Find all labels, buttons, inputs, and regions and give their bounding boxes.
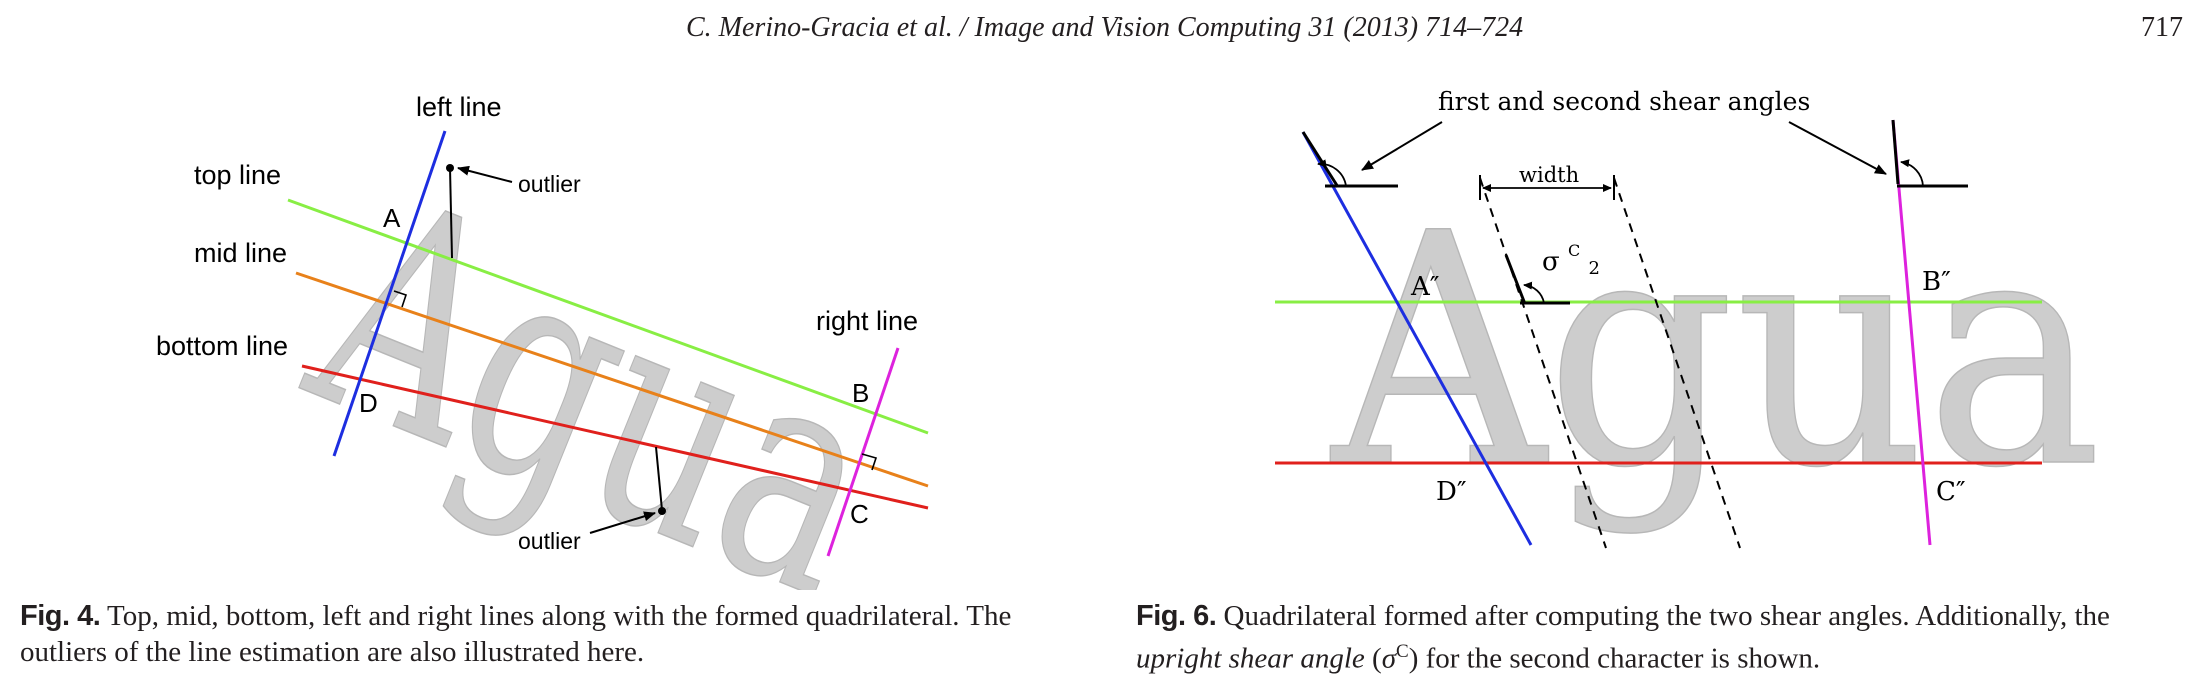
width-dashed-right [1613, 177, 1741, 549]
right-shear-line [1891, 119, 1932, 546]
shear-angles-label: first and second shear angles [1438, 87, 1810, 116]
outlier-top-dot [446, 164, 454, 172]
left-line [332, 130, 447, 457]
point-c-label: C [850, 499, 869, 529]
point-d-label: D [359, 388, 378, 418]
top-line [287, 198, 929, 435]
right-line [826, 347, 900, 557]
right-line-label: right line [816, 306, 918, 336]
outlier-top-arrow [457, 165, 513, 183]
page-header: C. Merino-Gracia et al. / Image and Visi… [0, 12, 2197, 52]
figure-6-caption-symbol: σ [1381, 642, 1397, 675]
sigma-label: σ C 2 [1542, 233, 1600, 279]
sigma-superscript: C [1568, 241, 1580, 260]
sigma-angle-arc [1523, 281, 1545, 304]
mid-line-label: mid line [194, 238, 287, 268]
bottom-line-label: bottom line [156, 331, 288, 361]
outlier-bottom-dot [658, 507, 666, 515]
figure-4-caption: Fig. 4. Top, mid, bottom, left and right… [20, 598, 1070, 670]
left-shear-black-segment [1301, 131, 1340, 188]
shear-arrow-left [1361, 121, 1443, 171]
left-shear-line [1301, 131, 1533, 546]
figure-6-label: Fig. 6. [1136, 600, 1217, 632]
point-a-label: A [383, 203, 401, 233]
right-angle-marker-right [861, 453, 878, 471]
point-b2-label: B″ [1922, 267, 1951, 297]
figure-6-caption-italic: upright shear angle [1136, 642, 1365, 675]
outlier-bottom-arrow [589, 511, 656, 534]
running-head: C. Merino-Gracia et al. / Image and Visi… [686, 12, 1524, 43]
outlier-bottom-stem [655, 446, 663, 511]
width-label: width [1519, 163, 1579, 187]
agua-word: Agua [1327, 166, 2102, 538]
figure-4: Agua left line top line mid line bottom … [156, 92, 929, 590]
outlier-bottom-label: outlier [518, 528, 581, 554]
top-line-label: top line [194, 160, 281, 190]
left-angle-arc [1317, 159, 1347, 187]
figure-6: Agua first and second shear angles width… [1275, 87, 2103, 549]
width-dashed-left [1479, 177, 1607, 549]
shear-arrow-right [1788, 121, 1887, 175]
figure-6-caption: Fig. 6. Quadrilateral formed after compu… [1136, 598, 2186, 677]
sigma-shear-segment [1504, 254, 1527, 305]
right-shear-black-segment [1891, 119, 1900, 185]
figure-4-label: Fig. 4. [20, 600, 101, 632]
figure-6-caption-symbol-sup: C [1396, 641, 1409, 662]
right-angle-arc [1900, 159, 1924, 187]
page-number: 717 [2141, 12, 2183, 43]
sigma-subscript: 2 [1589, 258, 1600, 279]
bottom-line [301, 364, 929, 510]
point-a2-label: A″ [1410, 272, 1440, 302]
mid-line [295, 271, 929, 488]
outlier-top-label: outlier [518, 171, 581, 197]
point-c2-label: C″ [1936, 477, 1966, 507]
right-angle-marker-left [393, 290, 408, 308]
sigma-symbol: σ [1542, 247, 1560, 277]
figure-6-caption-text-after: ) for the second character is shown. [1408, 642, 1821, 675]
left-line-label: left line [416, 92, 502, 122]
outlier-top-stem [449, 167, 453, 259]
point-d2-label: D″ [1436, 477, 1467, 507]
point-b-label: B [852, 378, 869, 408]
figure-6-caption-paren: ( [1372, 642, 1382, 675]
figure-6-caption-text: Quadrilateral formed after computing the… [1223, 600, 2110, 632]
figure-4-caption-text: Top, mid, bottom, left and right lines a… [20, 600, 1012, 668]
